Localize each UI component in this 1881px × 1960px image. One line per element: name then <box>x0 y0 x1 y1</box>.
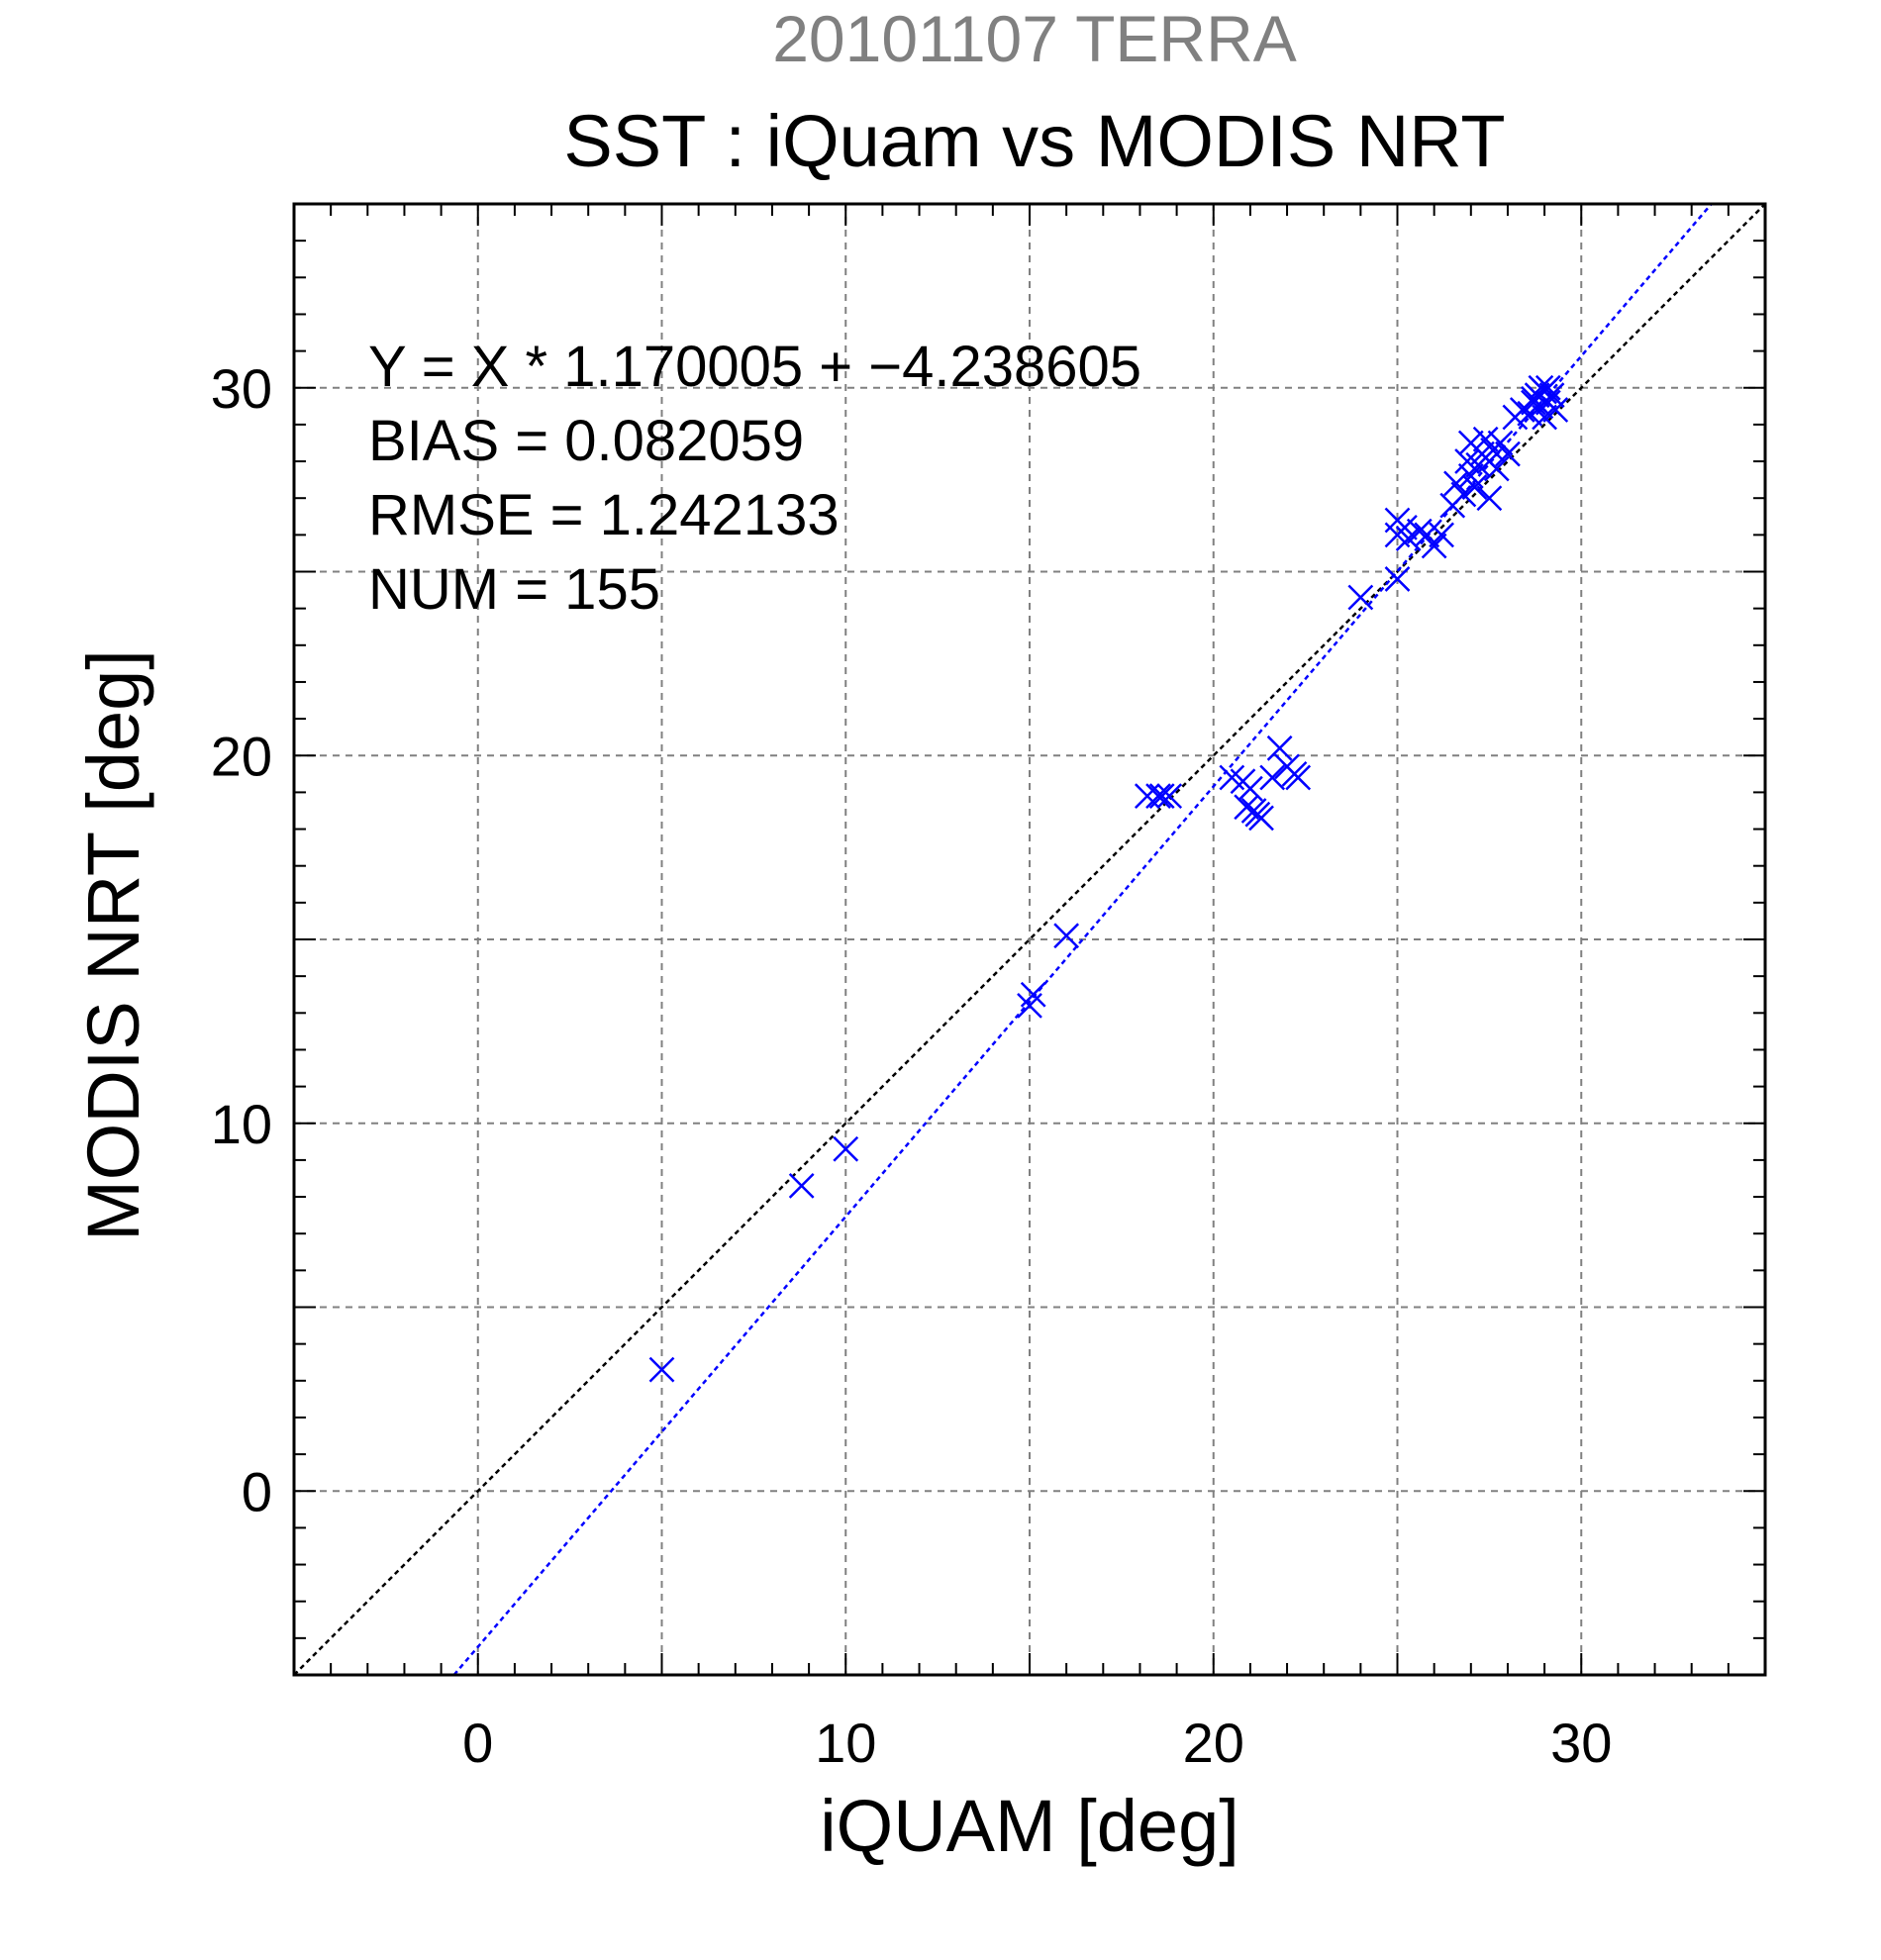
data-point-marker <box>1285 764 1312 791</box>
data-point-marker <box>1487 430 1514 456</box>
x-tick-label: 0 <box>462 1712 493 1774</box>
minor-ticks <box>294 204 1765 1675</box>
rmse-stat: RMSE = 1.242133 <box>368 483 840 547</box>
stats-box: Y = X * 1.170005 + −4.238605 BIAS = 0.08… <box>368 335 1141 622</box>
data-point-marker <box>1266 735 1293 761</box>
data-point-marker <box>1521 386 1546 412</box>
data-point-marker <box>1053 923 1080 949</box>
data-point-marker <box>1134 783 1160 809</box>
x-tick-label: 10 <box>815 1712 876 1774</box>
data-point-marker <box>1421 533 1447 559</box>
x-tick-labels: 0 10 20 30 <box>462 1712 1612 1774</box>
grid-lines <box>294 204 1765 1675</box>
data-point-marker <box>833 1135 859 1162</box>
data-point-marker <box>1384 566 1411 592</box>
data-point-marker <box>1248 805 1274 832</box>
data-point-marker <box>1238 775 1263 802</box>
data-point-marker <box>788 1173 815 1199</box>
y-tick-labels: 0 10 20 30 <box>211 357 272 1523</box>
data-point-marker <box>1148 783 1175 809</box>
y-tick-label: 30 <box>211 357 272 420</box>
data-point-marker <box>1495 441 1521 467</box>
data-point-marker <box>1234 794 1260 821</box>
data-points <box>648 374 1569 1383</box>
data-point-marker <box>1450 481 1477 508</box>
y-tick-label: 0 <box>242 1460 272 1522</box>
data-point-marker <box>1532 404 1557 431</box>
data-point-marker <box>1542 397 1569 423</box>
y-tick-label: 20 <box>211 725 272 787</box>
data-point-marker <box>1429 522 1454 548</box>
data-point-marker <box>1483 455 1510 482</box>
x-axis-label: iQUAM [deg] <box>820 1785 1239 1867</box>
y-tick-label: 10 <box>211 1093 272 1155</box>
chart-title: SST : iQuam vs MODIS NRT <box>563 100 1505 182</box>
data-point-marker <box>1476 485 1503 512</box>
plot-frame <box>292 202 1767 1677</box>
data-point-marker <box>648 1356 675 1383</box>
data-point-marker <box>1461 474 1488 500</box>
data-point-marker <box>1347 584 1374 611</box>
data-point-marker <box>1472 426 1499 452</box>
data-point-marker <box>1534 374 1561 401</box>
data-point-marker <box>1528 374 1554 401</box>
x-tick-label: 20 <box>1183 1712 1244 1774</box>
data-point-marker <box>1538 382 1565 409</box>
data-point-marker <box>1145 783 1171 809</box>
num-stat: NUM = 155 <box>368 557 660 622</box>
y-axis-label: MODIS NRT [deg] <box>72 649 154 1241</box>
bias-stat: BIAS = 0.082059 <box>368 409 804 473</box>
data-point-marker <box>1020 981 1046 1008</box>
chart-supertitle: 20101107 TERRA <box>772 2 1297 75</box>
fit-equation: Y = X * 1.170005 + −4.238605 <box>368 335 1141 399</box>
data-point-marker <box>1259 764 1286 791</box>
x-tick-label: 30 <box>1550 1712 1612 1774</box>
data-point-marker <box>1156 783 1183 809</box>
